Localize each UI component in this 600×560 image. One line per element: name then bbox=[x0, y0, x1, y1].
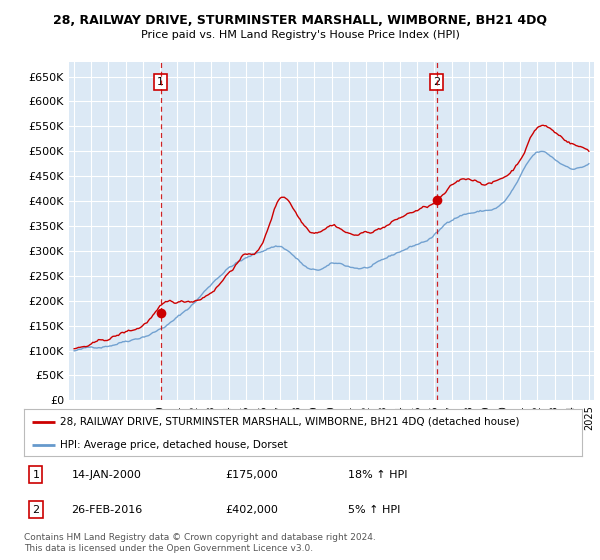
Text: Contains HM Land Registry data © Crown copyright and database right 2024.
This d: Contains HM Land Registry data © Crown c… bbox=[24, 533, 376, 553]
Text: 26-FEB-2016: 26-FEB-2016 bbox=[71, 505, 143, 515]
Text: 2: 2 bbox=[433, 77, 440, 87]
Text: HPI: Average price, detached house, Dorset: HPI: Average price, detached house, Dors… bbox=[60, 440, 288, 450]
Text: 5% ↑ HPI: 5% ↑ HPI bbox=[347, 505, 400, 515]
Text: 2: 2 bbox=[32, 505, 40, 515]
Text: 28, RAILWAY DRIVE, STURMINSTER MARSHALL, WIMBORNE, BH21 4DQ (detached house): 28, RAILWAY DRIVE, STURMINSTER MARSHALL,… bbox=[60, 417, 520, 427]
Text: Price paid vs. HM Land Registry's House Price Index (HPI): Price paid vs. HM Land Registry's House … bbox=[140, 30, 460, 40]
Text: £175,000: £175,000 bbox=[225, 470, 278, 479]
Text: 1: 1 bbox=[32, 470, 40, 479]
Text: 14-JAN-2000: 14-JAN-2000 bbox=[71, 470, 142, 479]
Text: 18% ↑ HPI: 18% ↑ HPI bbox=[347, 470, 407, 479]
Text: 28, RAILWAY DRIVE, STURMINSTER MARSHALL, WIMBORNE, BH21 4DQ: 28, RAILWAY DRIVE, STURMINSTER MARSHALL,… bbox=[53, 14, 547, 27]
Text: £402,000: £402,000 bbox=[225, 505, 278, 515]
Text: 1: 1 bbox=[157, 77, 164, 87]
